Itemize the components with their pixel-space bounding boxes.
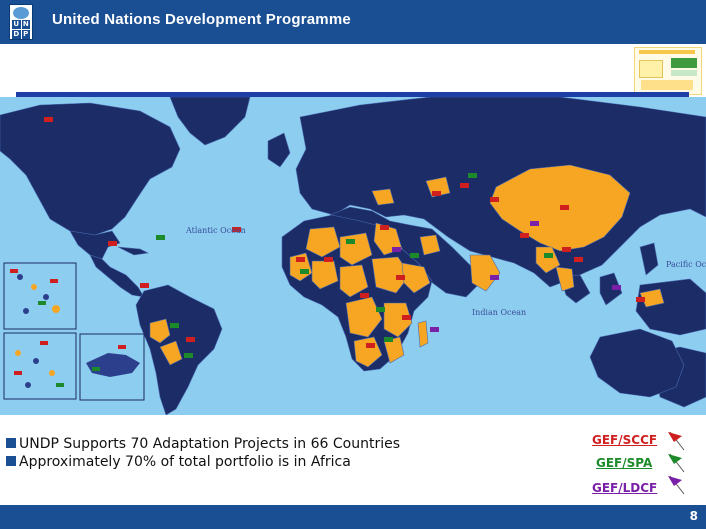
summary-bullets: UNDP Supports 70 Adaptation Projects in … bbox=[6, 436, 400, 472]
logo-letter: N bbox=[21, 20, 30, 29]
bullet-square-icon bbox=[6, 438, 16, 448]
logo-letter: P bbox=[21, 30, 30, 39]
australia bbox=[589, 328, 685, 398]
legend-label-ldcf: GEF/LDCF bbox=[592, 481, 658, 495]
bullet-item: Approximately 70% of total portfolio is … bbox=[6, 454, 400, 470]
undp-logo: U N D P bbox=[9, 4, 33, 40]
title-rule bbox=[16, 92, 689, 98]
green-flag-icon bbox=[668, 453, 685, 473]
world-map: Atlantic Ocean Pacific Oce Indian Ocean bbox=[0, 97, 706, 415]
purple-flag-icon bbox=[668, 475, 685, 495]
page-number: 8 bbox=[689, 509, 698, 523]
logo-letter: U bbox=[12, 20, 21, 29]
footer-bar: 8 bbox=[0, 505, 706, 529]
south-america-projects bbox=[149, 318, 183, 366]
project-flags bbox=[44, 117, 645, 358]
ocean-label-pacific: Pacific Oce bbox=[666, 260, 706, 269]
bullet-square-icon bbox=[6, 456, 16, 466]
north-america bbox=[0, 97, 251, 260]
ocean-label-atlantic: Atlantic Ocean bbox=[185, 226, 246, 235]
org-name: United Nations Development Programme bbox=[52, 11, 351, 28]
bullet-item: UNDP Supports 70 Adaptation Projects in … bbox=[6, 436, 400, 452]
hispaniola-inset bbox=[79, 333, 145, 401]
pacific-inset bbox=[3, 332, 77, 400]
diagram-thumbnail bbox=[634, 47, 702, 95]
ocean-label-indian: Indian Ocean bbox=[472, 308, 526, 317]
caribbean-inset bbox=[3, 262, 77, 330]
legend-label-sccf: GEF/SCCF bbox=[592, 433, 658, 447]
header-bar: U N D P United Nations Development Progr… bbox=[0, 0, 706, 44]
red-flag-icon bbox=[668, 431, 685, 451]
legend-label-spa: GEF/SPA bbox=[596, 456, 653, 470]
central-america bbox=[89, 246, 149, 298]
un-emblem-icon bbox=[13, 7, 29, 19]
logo-letter: D bbox=[12, 30, 21, 39]
